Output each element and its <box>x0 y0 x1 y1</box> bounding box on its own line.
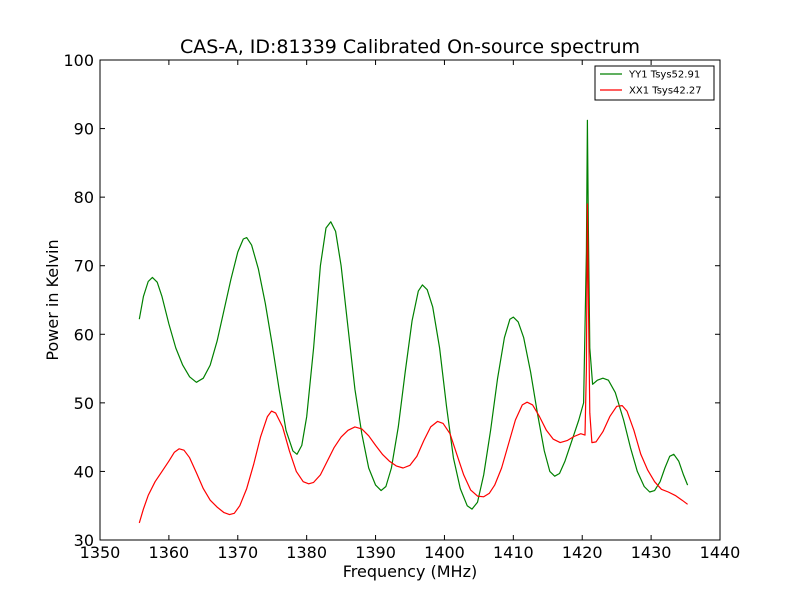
y-tick-label: 40 <box>74 462 94 481</box>
x-tick-label: 1440 <box>700 543 741 562</box>
x-tick-label: 1390 <box>355 543 396 562</box>
x-tick-label: 1370 <box>217 543 258 562</box>
legend-box <box>594 65 715 101</box>
y-axis: 30 40 50 60 70 80 90 100 <box>63 51 720 550</box>
x-tick-label: 1380 <box>286 543 327 562</box>
legend: YY1 Tsys52.91 XX1 Tsys42.27 <box>594 65 715 101</box>
series-layer <box>138 119 689 524</box>
plot-area-frame <box>99 59 721 541</box>
x-tick-label: 1420 <box>562 543 603 562</box>
x-tick-label: 1410 <box>493 543 534 562</box>
y-tick-label: 30 <box>74 531 94 550</box>
y-tick-label: 90 <box>74 120 94 139</box>
x-tick-label: 1360 <box>149 543 190 562</box>
y-tick-label: 50 <box>74 394 94 413</box>
x-tick-label: 1400 <box>424 543 465 562</box>
x-axis-label: Frequency (MHz) <box>343 562 477 581</box>
series-line-yy1 <box>138 119 689 510</box>
x-axis: 1350 1360 1370 1380 1390 1400 1410 1420 1430 1440 <box>80 60 741 562</box>
series-line-xx1 <box>138 203 688 524</box>
chart-title: CAS-A, ID:81339 Calibrated On-source spe… <box>180 36 640 58</box>
y-tick-label: 60 <box>74 325 94 344</box>
y-axis-label: Power in Kelvin <box>43 239 62 360</box>
y-tick-label: 100 <box>63 51 94 70</box>
y-tick-label: 80 <box>74 188 94 207</box>
legend-label: YY1 Tsys52.91 <box>628 70 700 81</box>
x-tick-label: 1350 <box>80 543 121 562</box>
y-tick-label: 70 <box>74 257 94 276</box>
legend-label: XX1 Tsys42.27 <box>629 86 702 97</box>
x-tick-label: 1430 <box>631 543 672 562</box>
